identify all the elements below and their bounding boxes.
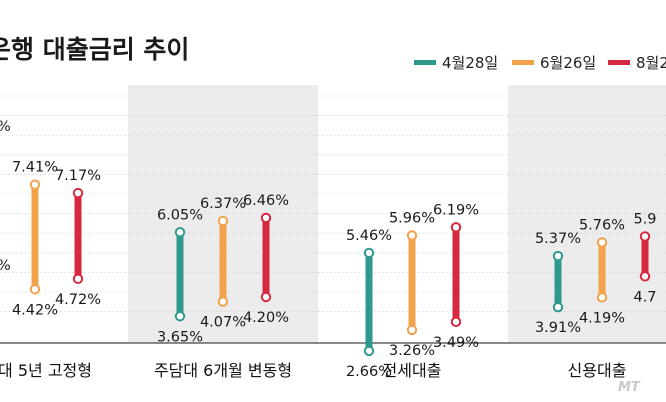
watermark: MT <box>618 380 641 395</box>
range-high-marker <box>406 230 418 241</box>
legend-label: 4월28일 <box>442 54 498 72</box>
range-high-marker <box>450 222 462 233</box>
range-high-marker <box>639 231 651 242</box>
category-label: 신용대출 <box>568 361 627 380</box>
legend-label: 6월26일 <box>540 54 596 72</box>
legend: 4월28일 6월26일 8월2 <box>414 54 666 72</box>
range-high-marker <box>29 179 41 190</box>
value-label-high: 6.05% <box>157 207 203 223</box>
range-low-marker <box>29 284 41 295</box>
value-label-low: 4.07% <box>200 315 246 331</box>
panel-background <box>508 85 666 343</box>
range-high-marker <box>552 250 564 262</box>
range-low-marker <box>639 271 651 282</box>
category-label: 전세대출 <box>383 361 442 380</box>
range-low-marker <box>72 273 84 284</box>
value-label-low: 4.19% <box>579 310 625 326</box>
legend-swatch <box>414 60 436 65</box>
range-low-marker <box>260 291 272 303</box>
value-label-low: 2.66% <box>346 364 392 380</box>
panel-backgrounds <box>0 85 666 343</box>
range-high-marker <box>217 215 229 227</box>
value-label-high: 6.19% <box>433 202 479 218</box>
value-label-low: % <box>0 258 11 274</box>
value-label-low: 4.42% <box>12 302 58 318</box>
range-low-marker <box>596 292 608 303</box>
value-label-low: 3.65% <box>157 329 203 345</box>
range-low-marker <box>552 301 564 313</box>
range-high-marker <box>260 212 272 224</box>
chart-title: 은행 대출금리 추이 <box>0 35 189 64</box>
range-low-marker <box>217 296 229 307</box>
legend-label: 8월2 <box>636 54 666 72</box>
value-label-low: 4.20% <box>243 310 289 326</box>
range-high-marker <box>72 187 84 199</box>
category-labels: 대 5년 고정형 주담대 6개월 변동형 전세대출 신용대출 <box>0 361 626 380</box>
legend-swatch <box>512 60 534 65</box>
value-label-low: 3.49% <box>433 335 479 351</box>
range-low-marker <box>363 345 375 357</box>
range-high-marker <box>174 227 186 238</box>
range-low-marker <box>450 316 462 328</box>
value-label-low: 4.7 <box>633 289 656 305</box>
legend-swatch <box>608 60 630 65</box>
value-label-high: 5.37% <box>535 231 581 247</box>
value-label-high: 7.41% <box>12 160 58 176</box>
category-label: 주담대 6개월 변동형 <box>154 361 292 380</box>
category-label: 대 5년 고정형 <box>0 361 92 380</box>
value-label-high: 5.46% <box>346 228 392 244</box>
value-label-high: 7.17% <box>55 168 101 184</box>
range-high-marker <box>363 247 375 259</box>
value-label-high: 5.9 <box>633 211 656 227</box>
value-label-high: 5.76% <box>579 217 625 233</box>
range-high-marker <box>596 237 608 248</box>
value-label-low: 3.91% <box>535 320 581 336</box>
value-label-low: 4.72% <box>55 292 101 308</box>
value-label-low: 3.26% <box>389 343 435 359</box>
value-label-high: 6.37% <box>200 196 246 212</box>
value-label-high: 5.96% <box>389 210 435 226</box>
gridlines <box>0 95 666 312</box>
panel-background <box>0 85 128 343</box>
series-marks: 6.05% 3.65% 5.46% 2.66% 5.37% 3.91% 7.41% 4.42%… <box>0 119 657 380</box>
value-label-high: 6.46% <box>243 193 289 209</box>
range-low-marker <box>406 324 418 336</box>
range-low-marker <box>174 311 186 322</box>
value-label-high: % <box>0 119 11 135</box>
